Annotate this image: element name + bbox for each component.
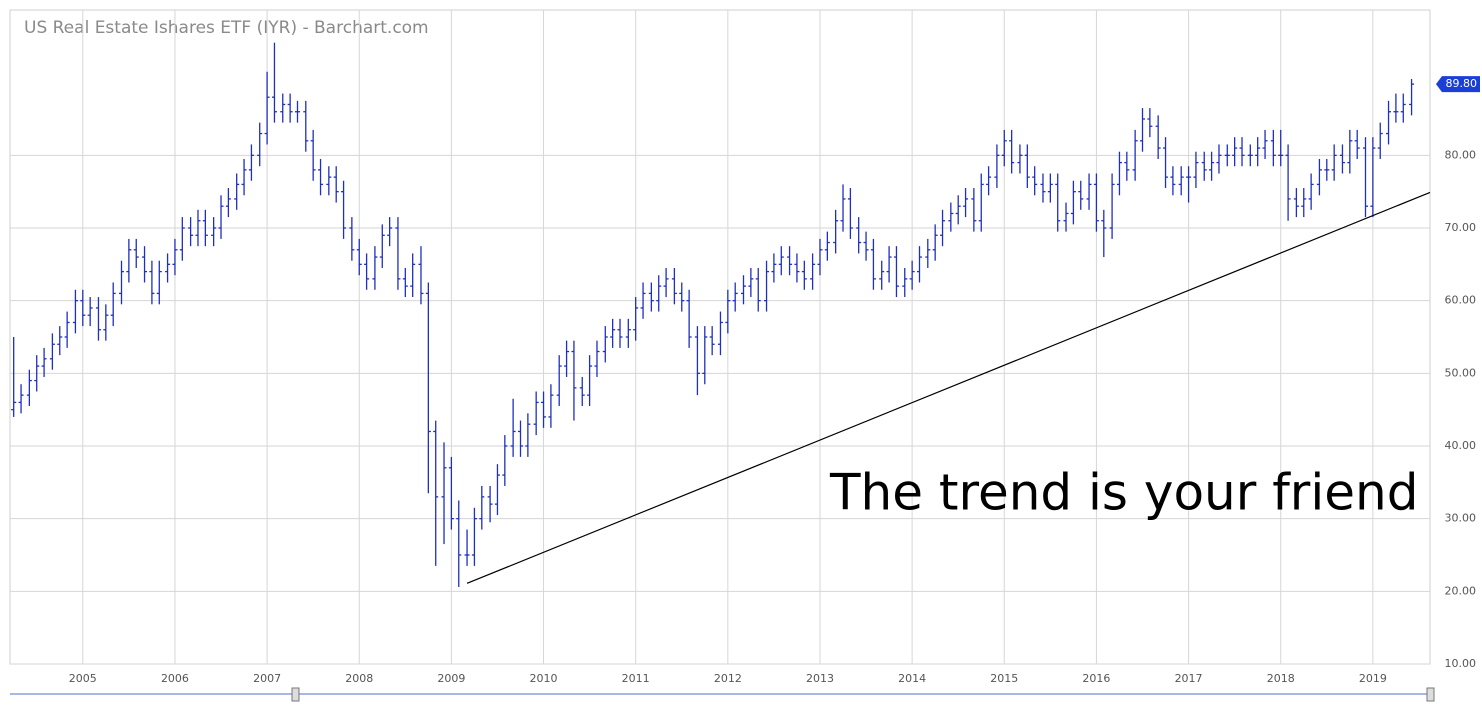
x-tick-label: 2005 [69, 672, 97, 685]
last-price-tag [1436, 76, 1480, 93]
x-tick-label: 2019 [1359, 672, 1387, 685]
x-tick-label: 2009 [437, 672, 465, 685]
navigator-handle[interactable] [291, 687, 300, 702]
y-tick-label: 50.00 [1445, 366, 1477, 379]
y-tick-label: 40.00 [1445, 439, 1477, 452]
y-tick-label: 70.00 [1445, 221, 1477, 234]
y-tick-label: 10.00 [1445, 657, 1477, 670]
x-tick-label: 2016 [1082, 672, 1110, 685]
navigator-handle[interactable] [1426, 687, 1435, 702]
x-tick-label: 2015 [990, 672, 1018, 685]
x-tick-label: 2008 [345, 672, 373, 685]
x-tick-label: 2007 [253, 672, 281, 685]
x-tick-label: 2010 [530, 672, 558, 685]
trend-line [466, 191, 1431, 584]
x-tick-label: 2012 [714, 672, 742, 685]
x-tick-label: 2018 [1267, 672, 1295, 685]
chart-title: US Real Estate Ishares ETF (IYR) - Barch… [24, 18, 429, 38]
x-tick-label: 2013 [806, 672, 834, 685]
grid [10, 10, 1430, 665]
x-tick-label: 2006 [161, 672, 189, 685]
x-tick-label: 2017 [1175, 672, 1203, 685]
x-tick-label: 2014 [898, 672, 926, 685]
y-tick-label: 80.00 [1445, 148, 1477, 161]
x-tick-label: 2011 [622, 672, 650, 685]
y-tick-label: 30.00 [1445, 512, 1477, 525]
annotation: The trend is your friend [829, 464, 1418, 522]
last-price-label: 89.80 [1446, 77, 1478, 90]
y-tick-label: 20.00 [1445, 584, 1477, 597]
bars [11, 42, 1415, 587]
y-tick-label: 60.00 [1445, 294, 1477, 307]
